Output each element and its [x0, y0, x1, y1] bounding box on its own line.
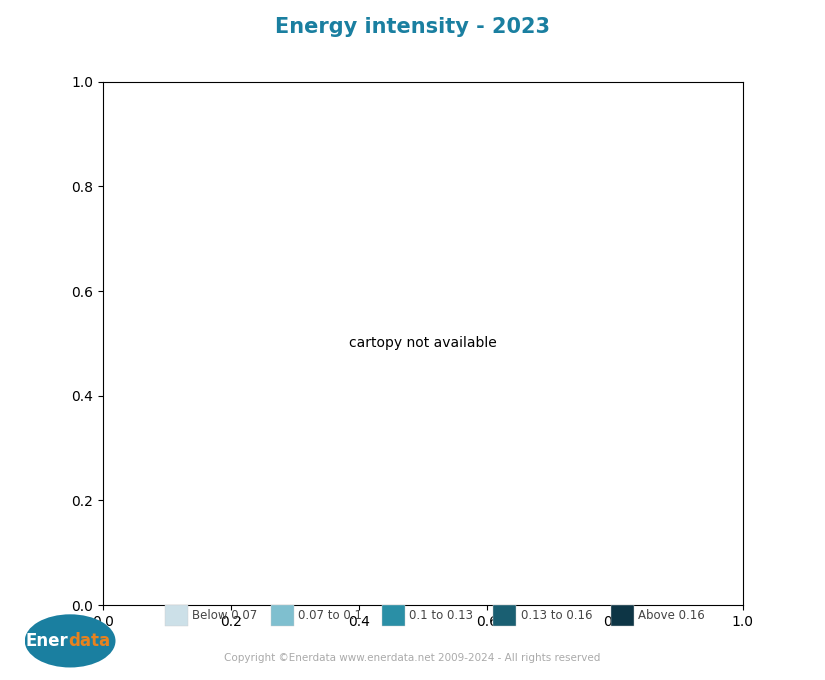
Text: Energy intensity - 2023: Energy intensity - 2023 — [275, 17, 550, 37]
Text: Copyright ©Enerdata www.enerdata.net 2009-2024 - All rights reserved: Copyright ©Enerdata www.enerdata.net 200… — [224, 653, 601, 662]
Text: 0.13 to 0.16: 0.13 to 0.16 — [521, 609, 592, 622]
Text: Ener: Ener — [26, 632, 68, 650]
Text: 0.1 to 0.13: 0.1 to 0.13 — [409, 609, 474, 622]
Text: cartopy not available: cartopy not available — [349, 337, 497, 350]
Text: Above 0.16: Above 0.16 — [638, 609, 705, 622]
Ellipse shape — [25, 614, 116, 668]
Text: Below 0.07: Below 0.07 — [192, 609, 257, 622]
Text: 0.07 to 0.1: 0.07 to 0.1 — [298, 609, 362, 622]
Text: data: data — [68, 632, 111, 650]
